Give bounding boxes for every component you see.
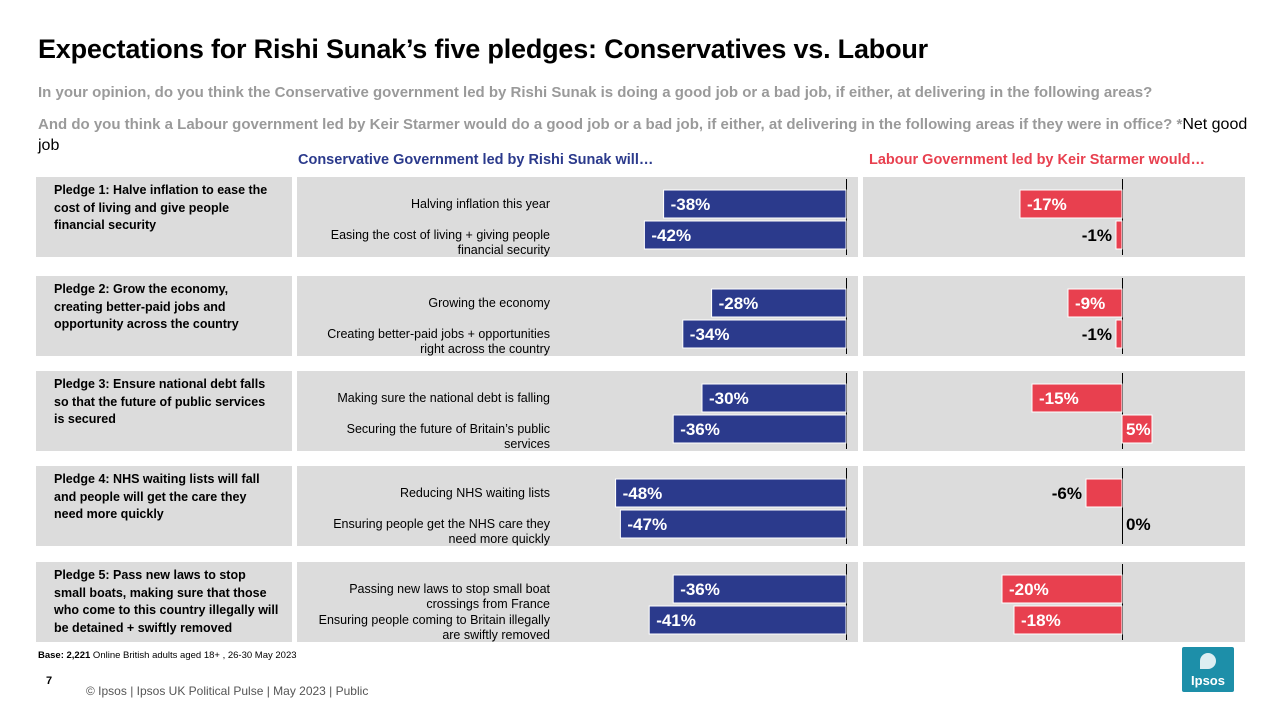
- pledge-text: Pledge 2: Grow the economy, creating bet…: [54, 282, 239, 331]
- pledge-box: [36, 371, 292, 451]
- page-number: 7: [46, 675, 53, 687]
- labour-panel-header: Labour Government led by Keir Starmer wo…: [869, 152, 1205, 168]
- pledge-box: [36, 466, 292, 546]
- conservative-bar: [615, 478, 847, 508]
- row-label: Reducing NHS waiting lists: [399, 485, 550, 500]
- labour-value-label: -18%: [1021, 611, 1061, 630]
- row-label: Ensuring people coming to Britain illega…: [318, 612, 550, 642]
- conservative-value-label: -38%: [671, 195, 711, 214]
- labour-value-label: -1%: [1082, 325, 1112, 344]
- labour-panel-box: [863, 276, 1245, 356]
- labour-value-label: -20%: [1009, 580, 1049, 599]
- logo-text: Ipsos: [1191, 673, 1225, 688]
- conservative-bar: [619, 509, 847, 539]
- row-label: Securing the future of Britain’s public …: [346, 421, 550, 451]
- labour-bar: [1121, 414, 1153, 444]
- labour-bar: [1019, 189, 1123, 219]
- labour-bar: [1115, 220, 1123, 250]
- pledge-box: [36, 177, 292, 257]
- labour-value-label: -6%: [1052, 484, 1082, 503]
- conservative-value-label: -36%: [680, 420, 720, 439]
- conservative-bar: [672, 574, 847, 604]
- row-label: Passing new laws to stop small boat cros…: [349, 581, 550, 611]
- conservative-value-label: -34%: [690, 325, 730, 344]
- net-good-label: Net good job: [38, 116, 1248, 154]
- question-labour-text: And do you think a Labour government led…: [38, 116, 1183, 133]
- pledge-text: Pledge 3: Ensure national debt falls so …: [54, 377, 266, 426]
- labour-bar: [1001, 574, 1123, 604]
- pledge-text: Pledge 4: NHS waiting lists will fall an…: [54, 472, 260, 521]
- logo-mark-icon: [1200, 653, 1216, 669]
- base-note: Base: 2,221 Online British adults aged 1…: [38, 650, 297, 661]
- labour-bar: [1085, 478, 1123, 508]
- row-label: Halving inflation this year: [411, 196, 550, 211]
- base-sample: Base: 2,221: [38, 650, 91, 661]
- row-label: Creating better-paid jobs + opportunitie…: [327, 326, 550, 356]
- conservative-value-label: -41%: [656, 611, 696, 630]
- labour-value-label: 0%: [1126, 515, 1151, 534]
- conservative-value-label: -47%: [627, 515, 667, 534]
- conservative-value-label: -48%: [623, 484, 663, 503]
- row-label: Ensuring people get the NHS care they ne…: [333, 516, 550, 546]
- conservative-value-label: -28%: [719, 294, 759, 313]
- pledge-text: Pledge 1: Halve inflation to ease the co…: [54, 183, 268, 232]
- conservative-bar: [643, 220, 847, 250]
- conservative-bar: [672, 414, 847, 444]
- labour-bar: [1115, 319, 1123, 349]
- labour-panel-box: [863, 466, 1245, 546]
- labour-value-label: -15%: [1039, 389, 1079, 408]
- conservative-bar: [701, 383, 847, 413]
- labour-bar: [1013, 605, 1123, 635]
- conservative-value-label: -36%: [680, 580, 720, 599]
- row-label: Easing the cost of living + giving peopl…: [330, 227, 550, 257]
- page-title: Expectations for Rishi Sunak’s five pled…: [38, 34, 928, 64]
- conservative-bar: [663, 189, 847, 219]
- row-label: Making sure the national debt is falling: [337, 390, 550, 405]
- base-description: Online British adults aged 18+ , 26-30 M…: [90, 650, 297, 661]
- labour-value-label: -9%: [1075, 294, 1105, 313]
- pledge-text: Pledge 5: Pass new laws to stop small bo…: [54, 568, 279, 635]
- conservative-bar: [648, 605, 847, 635]
- conservative-value-label: -30%: [709, 389, 749, 408]
- conservative-bar: [711, 288, 847, 318]
- pledge-box: [36, 562, 292, 642]
- row-label: Growing the economy: [428, 295, 550, 310]
- footer-text: © Ipsos | Ipsos UK Political Pulse | May…: [86, 684, 369, 698]
- labour-bar: [1031, 383, 1123, 413]
- conservative-value-label: -42%: [651, 226, 691, 245]
- conservative-panel-header: Conservative Government led by Rishi Sun…: [298, 152, 654, 168]
- question-labour: And do you think a Labour government led…: [38, 114, 1248, 156]
- ipsos-logo: Ipsos: [1182, 647, 1234, 692]
- labour-value-label: -17%: [1027, 195, 1067, 214]
- labour-bar: [1067, 288, 1123, 318]
- conservative-bar: [682, 319, 847, 349]
- labour-value-label: 5%: [1126, 420, 1151, 439]
- pledge-box: [36, 276, 292, 356]
- question-conservative: In your opinion, do you think the Conser…: [38, 84, 1153, 101]
- labour-value-label: -1%: [1082, 226, 1112, 245]
